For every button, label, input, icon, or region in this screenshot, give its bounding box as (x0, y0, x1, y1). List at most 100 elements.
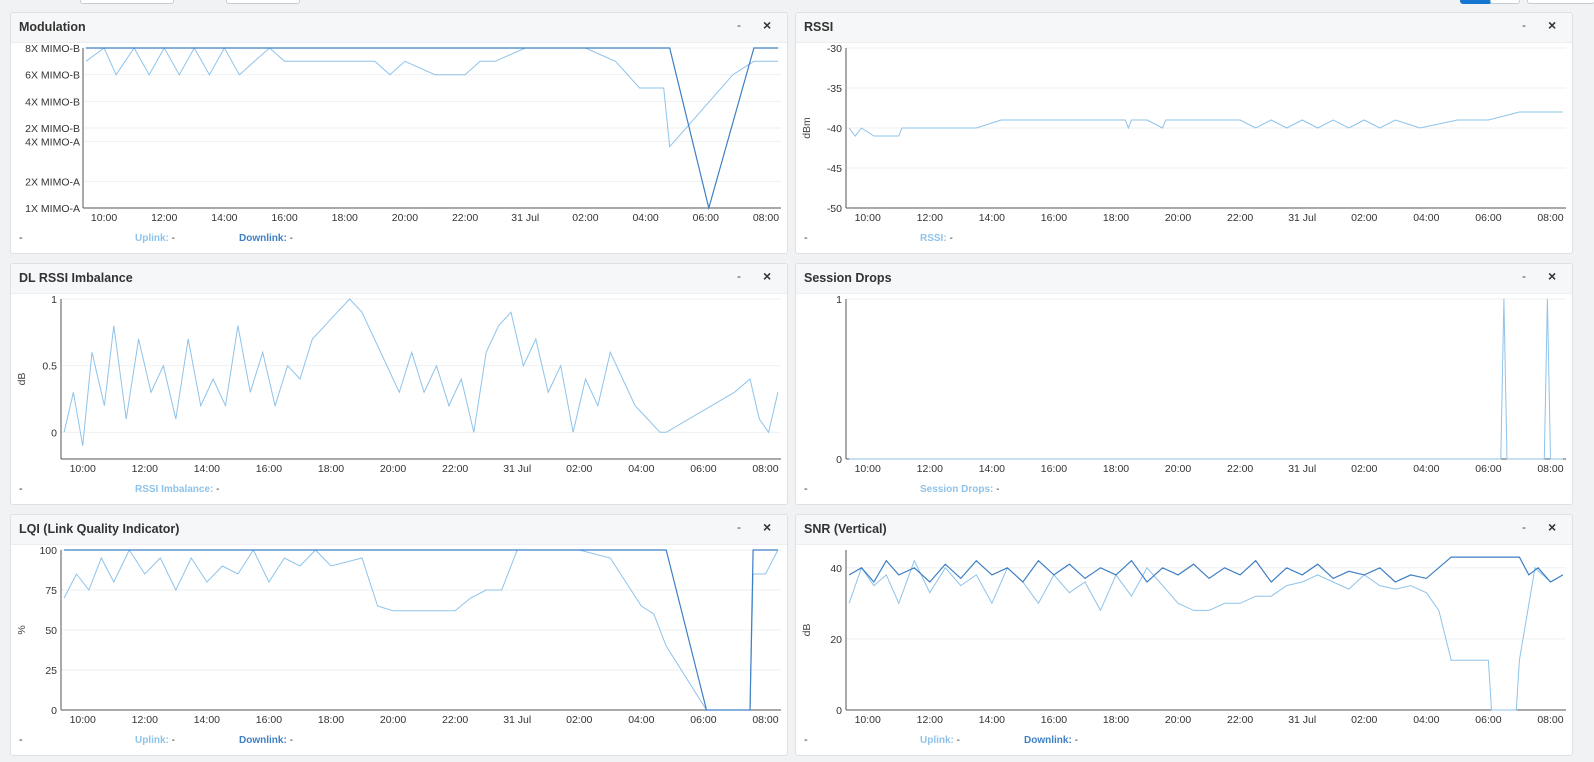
x-tick-label: 06:00 (690, 463, 716, 475)
y-tick-label: 4X MIMO-B (25, 96, 80, 108)
panel-header[interactable]: SNR (Vertical) - × (796, 515, 1572, 545)
x-tick-label: 06:00 (690, 714, 716, 726)
minimize-button[interactable]: - (1522, 269, 1526, 283)
panel-snr: SNR (Vertical) - × 0 20 40 dB 10:00 12:00 14:00 16… (795, 514, 1573, 756)
x-tick-label: 08:00 (752, 463, 778, 475)
x-tick-label: 14:00 (194, 463, 220, 475)
y-tick-label: -45 (827, 163, 842, 175)
x-tick-label: 06:00 (1475, 212, 1501, 224)
legend-item[interactable]: Session Drops: - (920, 484, 999, 495)
view-toggle-button[interactable] (1490, 0, 1520, 4)
footer-dash: - (804, 232, 808, 244)
x-tick-label: 02:00 (1351, 463, 1377, 475)
x-tick-label: 12:00 (917, 714, 943, 726)
x-tick-label: 18:00 (332, 212, 358, 224)
x-tick-label: 08:00 (1537, 463, 1563, 475)
x-tick-label: 10:00 (855, 714, 881, 726)
panel-header[interactable]: Modulation - × (11, 13, 787, 43)
date-range-start-field[interactable] (80, 0, 174, 4)
close-icon[interactable]: × (1548, 17, 1557, 33)
x-tick-label: 06:00 (1475, 463, 1501, 475)
x-tick-label: 10:00 (70, 463, 96, 475)
x-tick-label: 22:00 (442, 714, 468, 726)
x-tick-label: 10:00 (70, 714, 96, 726)
panel-header[interactable]: DL RSSI Imbalance - × (11, 264, 787, 294)
legend-item[interactable]: Uplink: - (135, 735, 175, 746)
panel-title: SNR (Vertical) (804, 522, 887, 536)
close-icon[interactable]: × (1548, 519, 1557, 535)
close-icon[interactable]: × (1548, 268, 1557, 284)
x-tick-label: 31 Jul (503, 714, 531, 726)
legend-value: - (171, 233, 176, 244)
x-tick-label: 12:00 (132, 714, 158, 726)
legend-value: - (216, 484, 220, 495)
panel-lqi: LQI (Link Quality Indicator) - × 0 25 50 75 100… (10, 514, 788, 756)
x-tick-label: 20:00 (380, 463, 406, 475)
x-tick-label: 16:00 (256, 714, 282, 726)
y-tick-label: 50 (45, 625, 57, 637)
legend-value: - (171, 735, 176, 746)
legend-item[interactable]: RSSI Imbalance: - (135, 484, 219, 495)
toolbar-button[interactable] (1527, 0, 1594, 4)
legend-label: RSSI Imbalance: (135, 484, 217, 495)
x-tick-label: 14:00 (979, 463, 1005, 475)
footer-dash: - (19, 232, 23, 244)
legend-value: - (996, 484, 1000, 495)
y-tick-label: 2X MIMO-A (25, 176, 80, 188)
x-tick-label: 08:00 (1537, 714, 1563, 726)
x-tick-label: 18:00 (1103, 463, 1129, 475)
x-tick-label: 02:00 (1351, 212, 1377, 224)
panel-title: Session Drops (804, 271, 892, 285)
legend-item[interactable]: Downlink: - (1024, 735, 1078, 746)
y-tick-label: 4X MIMO-A (25, 136, 80, 148)
close-icon[interactable]: × (763, 519, 772, 535)
legend-item[interactable]: Downlink: - (239, 233, 293, 244)
close-icon[interactable]: × (763, 268, 772, 284)
chart-modulation: 1X MIMO-A 2X MIMO-A 4X MIMO-A2X MIMO-B 4X M… (25, 43, 781, 224)
y-tick-label: 2X MIMO-B (25, 123, 80, 135)
chart-imbalance: 0 0.5 1 dB 10:00 12:00 14:00 16:00 18:00 20:00 22:… (16, 294, 781, 475)
y-axis-label: dB (16, 373, 28, 386)
panel-title: LQI (Link Quality Indicator) (19, 522, 180, 536)
panel-header[interactable]: LQI (Link Quality Indicator) - × (11, 515, 787, 545)
x-tick-label: 14:00 (979, 714, 1005, 726)
chart-drops: 0 1 10:00 12:00 14:00 16:00 18:00 20:00 22:00 31 … (836, 294, 1566, 475)
x-tick-label: 20:00 (1165, 463, 1191, 475)
legend-label: Downlink: (239, 735, 290, 746)
chart-lqi: 0 25 50 75 100% 10:00 12:00 14:00 16:00 18:00 20:0… (16, 545, 781, 726)
minimize-button[interactable]: - (737, 18, 741, 32)
panel-title: RSSI (804, 20, 834, 34)
x-tick-label: 04:00 (1413, 714, 1439, 726)
series-line-uplink (85, 46, 778, 148)
x-tick-label: 16:00 (1041, 714, 1067, 726)
x-tick-label: 06:00 (1475, 714, 1501, 726)
y-tick-label: 0 (51, 427, 57, 439)
x-tick-label: 02:00 (1351, 714, 1377, 726)
footer-dash: - (804, 483, 808, 495)
y-tick-label: 1X MIMO-A (25, 203, 80, 215)
minimize-button[interactable]: - (737, 269, 741, 283)
footer-dash: - (19, 734, 23, 746)
x-tick-label: 10:00 (855, 463, 881, 475)
series-line-downlink (64, 549, 778, 711)
legend-item[interactable]: Downlink: - (239, 735, 293, 746)
panel-header[interactable]: Session Drops - × (796, 264, 1572, 294)
legend-item[interactable]: RSSI: - (920, 233, 953, 244)
minimize-button[interactable]: - (1522, 18, 1526, 32)
y-axis-label: % (16, 625, 28, 634)
x-tick-label: 12:00 (917, 212, 943, 224)
x-tick-label: 02:00 (572, 212, 598, 224)
y-tick-label: 20 (830, 634, 842, 646)
legend-item[interactable]: Uplink: - (135, 233, 175, 244)
legend-item[interactable]: Uplink: - (920, 735, 960, 746)
panel-imbalance: DL RSSI Imbalance - × 0 0.5 1 dB 10:00 12:00 14:0… (10, 263, 788, 505)
close-icon[interactable]: × (763, 17, 772, 33)
view-toggle-active-button[interactable] (1460, 0, 1492, 4)
date-range-end-field[interactable] (226, 0, 300, 4)
panel-drops: Session Drops - × 0 1 10:00 12:00 14:00 16:00 18:… (795, 263, 1573, 505)
panel-title: Modulation (19, 20, 86, 34)
minimize-button[interactable]: - (737, 520, 741, 534)
panel-title: DL RSSI Imbalance (19, 271, 133, 285)
panel-header[interactable]: RSSI - × (796, 13, 1572, 43)
minimize-button[interactable]: - (1522, 520, 1526, 534)
